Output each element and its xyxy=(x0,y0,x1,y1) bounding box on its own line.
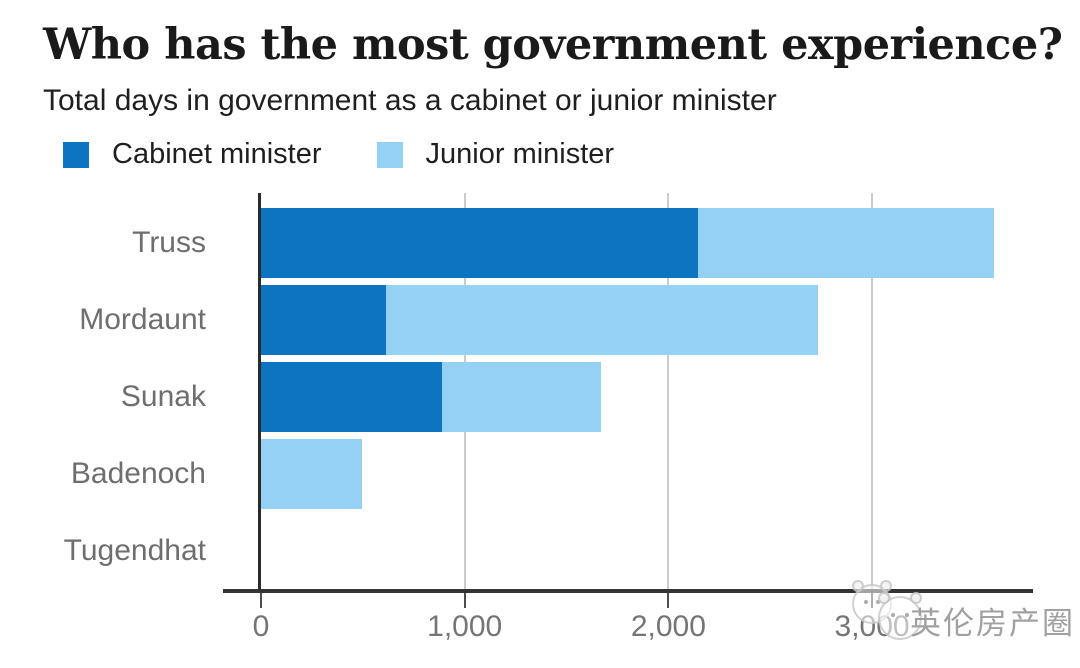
bar-row-mordaunt xyxy=(261,285,1033,355)
category-labels: Truss Mordaunt Sunak Badenoch Tugendhat xyxy=(0,193,206,591)
legend-item-cabinet-minister: Cabinet minister xyxy=(63,138,349,171)
category-label-truss: Truss xyxy=(132,226,206,259)
x-axis-line xyxy=(223,589,1033,593)
category-label-badenoch: Badenoch xyxy=(70,457,206,490)
legend-item-junior-minister: Junior minister xyxy=(376,138,642,171)
bar-row-badenoch xyxy=(261,439,1033,509)
category-label-mordaunt: Mordaunt xyxy=(79,303,206,336)
category-label-sunak: Sunak xyxy=(120,380,206,413)
x-tick-mark-0 xyxy=(260,593,262,608)
y-axis-line xyxy=(258,193,261,592)
x-tick-mark-1000 xyxy=(463,593,466,608)
bar-segment-mordaunt-cabinet-minister xyxy=(261,285,387,355)
bar-row-tugendhat xyxy=(261,516,1033,586)
bar-segment-sunak-cabinet-minister xyxy=(261,362,443,432)
chart-subtitle: Total days in government as a cabinet or… xyxy=(43,84,777,117)
x-tick-label-1000: 1,000 xyxy=(427,610,503,643)
x-tick-label-2000: 2,000 xyxy=(630,610,706,643)
watermark-text: 英伦房产圈 xyxy=(910,606,1075,641)
legend-label: Cabinet minister xyxy=(112,138,322,170)
bar-row-sunak xyxy=(261,362,1033,432)
gridline-3000 xyxy=(871,193,874,591)
bar-segment-truss-cabinet-minister xyxy=(261,208,698,278)
legend-swatch-cabinet-minister xyxy=(63,141,89,168)
legend-label: Junior minister xyxy=(425,138,615,170)
chart-title: Who has the most government experience? xyxy=(43,20,1063,70)
legend: Cabinet minister Junior minister xyxy=(63,138,641,171)
watermark: 英伦房产圈 xyxy=(848,578,1073,650)
plot-area xyxy=(261,193,1033,591)
bear-logo-icon xyxy=(878,592,922,640)
x-tick-mark-2000 xyxy=(667,593,670,608)
legend-swatch-junior-minister xyxy=(376,141,403,168)
bar-row-truss xyxy=(261,208,1033,278)
bar-segment-truss-junior-minister xyxy=(697,208,995,278)
bar-segment-mordaunt-junior-minister xyxy=(386,285,819,355)
x-tick-label-0: 0 xyxy=(252,610,270,643)
bar-segment-sunak-junior-minister xyxy=(442,362,602,432)
gridline-2000 xyxy=(667,193,670,591)
category-label-tugendhat: Tugendhat xyxy=(63,534,206,567)
bar-segment-badenoch-junior-minister xyxy=(261,439,362,509)
